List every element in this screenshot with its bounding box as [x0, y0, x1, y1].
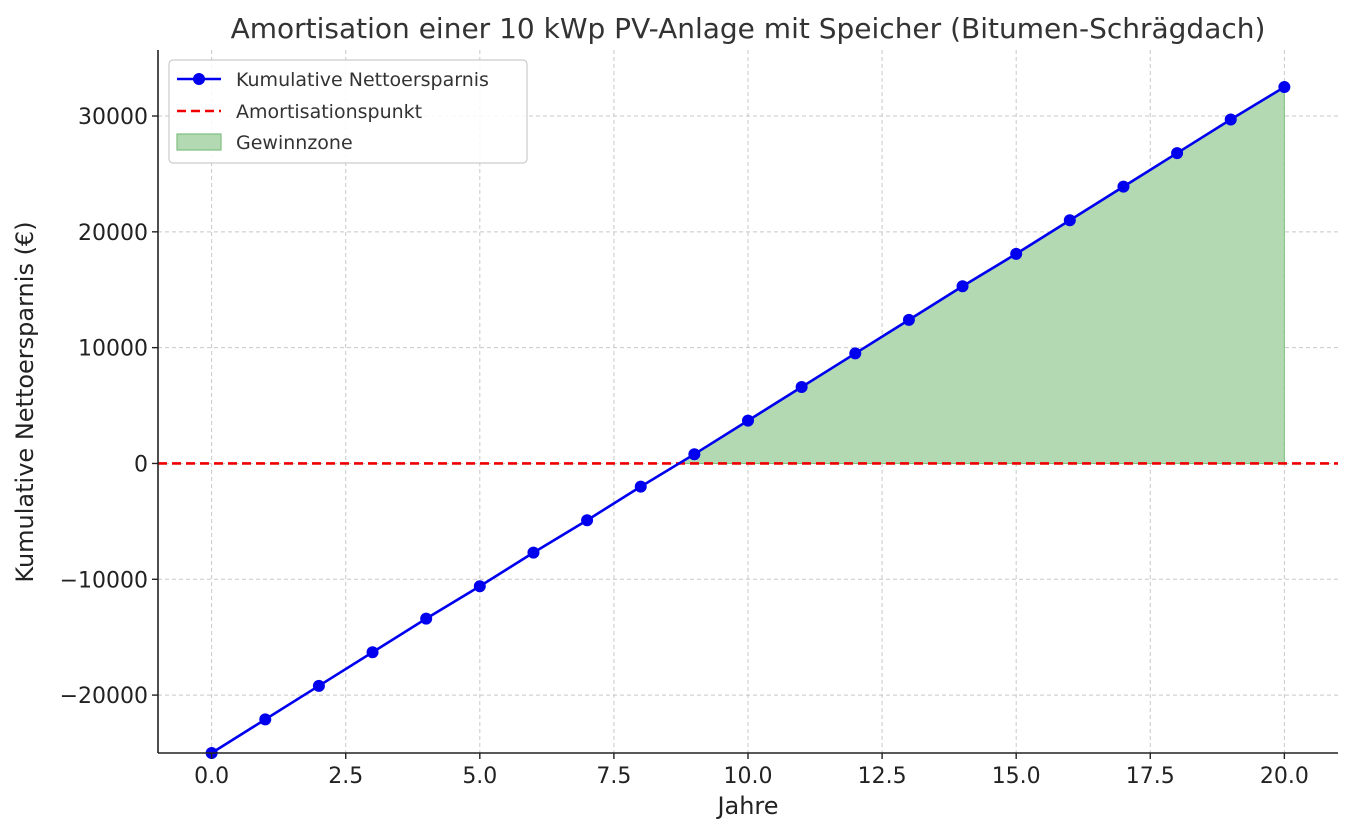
data-point-7	[581, 514, 594, 527]
data-point-17	[1117, 180, 1130, 193]
data-point-14	[956, 280, 969, 293]
data-point-2	[312, 679, 325, 692]
data-point-1	[259, 713, 272, 726]
legend-frame	[168, 59, 528, 164]
legend: Kumulative Nettoersparnis Amortisationsp…	[168, 59, 528, 164]
data-point-18	[1171, 147, 1184, 160]
tick-labels: 0.0 2.5 5.0 7.5 10.0 12.5 15.0 17.5 20.0 −20000 −1…	[60, 105, 1309, 789]
x-axis-label: Jahre	[715, 792, 778, 820]
x-tick-label-2: 5.0	[462, 764, 497, 789]
data-point-16	[1063, 214, 1076, 227]
data-point-19	[1224, 113, 1237, 126]
chart-title: Amortisation einer 10 kWp PV-Anlage mit …	[231, 12, 1266, 45]
data-point-13	[902, 313, 915, 326]
data-point-4	[420, 612, 433, 625]
y-tick-label-0: −20000	[60, 684, 148, 709]
y-tick-label-1: −10000	[60, 568, 148, 593]
axes	[152, 50, 1338, 759]
data-point-20	[1278, 81, 1291, 94]
x-tick-label-8: 20.0	[1260, 764, 1309, 789]
data-point-5	[473, 580, 486, 593]
legend-fill-swatch	[176, 133, 222, 151]
x-tick-label-6: 15.0	[992, 764, 1041, 789]
data-point-15	[1010, 247, 1023, 260]
data-point-10	[742, 414, 754, 427]
legend-label-gewinnzone: Gewinnzone	[236, 132, 353, 154]
x-tick-label-7: 17.5	[1126, 764, 1175, 789]
y-axis-label: Kumulative Nettoersparnis (€)	[11, 221, 39, 582]
legend-label-kumulative-nettoersparnis: Kumulative Nettoersparnis	[236, 69, 489, 91]
y-tick-label-3: 10000	[78, 337, 148, 362]
data-point-8	[634, 480, 647, 493]
data-point-3	[366, 646, 379, 659]
series-layer	[205, 81, 1291, 759]
data-point-9	[688, 448, 701, 461]
x-tick-label-4: 10.0	[724, 764, 773, 789]
data-point-11	[795, 381, 808, 394]
x-tick-label-5: 12.5	[858, 764, 907, 789]
data-point-12	[849, 347, 862, 360]
x-tick-label-0: 0.0	[194, 764, 229, 789]
legend-label-amortisationspunkt: Amortisationspunkt	[236, 101, 422, 123]
y-tick-label-4: 20000	[78, 221, 148, 246]
x-tick-label-3: 7.5	[596, 764, 631, 789]
legend-marker-swatch	[193, 73, 205, 85]
y-tick-label-2: 0	[134, 452, 148, 477]
y-tick-label-5: 30000	[78, 105, 148, 130]
x-tick-label-1: 2.5	[328, 764, 363, 789]
data-point-6	[527, 546, 540, 559]
